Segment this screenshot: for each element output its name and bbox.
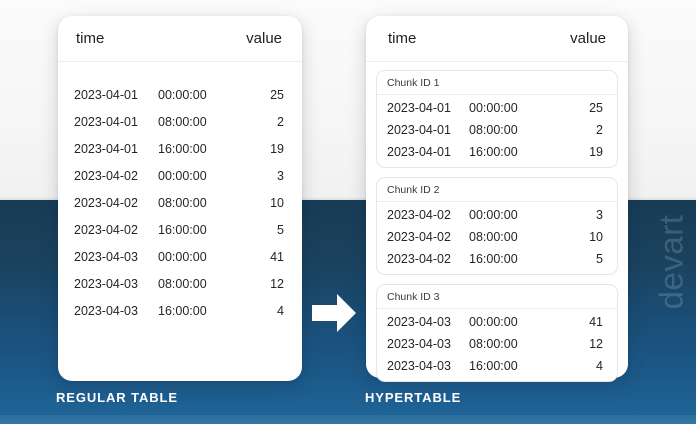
background-footer-strip <box>0 415 696 424</box>
cell-value: 2 <box>277 114 284 129</box>
table-row: 2023-04-03 00:00:00 41 <box>58 243 302 270</box>
cell-value: 5 <box>596 252 603 266</box>
cell-time: 08:00:00 <box>158 195 207 210</box>
cell-value: 10 <box>589 230 603 244</box>
cell-value: 4 <box>277 303 284 318</box>
cell-date: 2023-04-03 <box>74 276 138 291</box>
table-row: 2023-04-02 08:00:00 10 <box>58 189 302 216</box>
cell-value: 25 <box>270 87 284 102</box>
cell-time: 16:00:00 <box>158 222 207 237</box>
cell-time: 00:00:00 <box>158 87 207 102</box>
hypertable-card: time value Chunk ID 1 2023-04-01 00:00:00 2… <box>366 16 628 382</box>
table-row: 2023-04-01 08:00:00 2 <box>58 108 302 135</box>
column-header-time: time <box>388 30 417 47</box>
cell-date: 2023-04-02 <box>74 168 138 183</box>
table-row: 2023-04-03 16:00:00 4 <box>58 297 302 324</box>
chunk-label: Chunk ID 1 <box>377 71 617 95</box>
table-row: 2023-04-02 00:00:00 3 <box>58 162 302 189</box>
table-row: 2023-04-01 16:00:00 19 <box>58 135 302 162</box>
cell-value: 10 <box>270 195 284 210</box>
chunk-rows: 2023-04-03 00:00:00 41 2023-04-03 08:00:00 12… <box>377 309 617 381</box>
chunk-box: Chunk ID 3 2023-04-03 00:00:00 41 2023-04-03… <box>376 284 618 382</box>
chunk-label: Chunk ID 2 <box>377 178 617 202</box>
table-row: 2023-04-03 16:00:00 4 <box>377 355 617 377</box>
table-row: 2023-04-03 00:00:00 41 <box>377 311 617 333</box>
cell-time: 16:00:00 <box>469 252 518 266</box>
chunk-box: Chunk ID 1 2023-04-01 00:00:00 25 2023-04-01… <box>376 70 618 168</box>
cell-value: 41 <box>589 315 603 329</box>
arrow-right-icon <box>312 292 356 334</box>
cell-time: 08:00:00 <box>469 123 518 137</box>
devart-watermark: devart <box>652 214 690 310</box>
cell-date: 2023-04-01 <box>74 141 138 156</box>
table-row: 2023-04-02 08:00:00 10 <box>377 226 617 248</box>
cell-time: 00:00:00 <box>469 101 518 115</box>
caption-regular-table: REGULAR TABLE <box>56 390 178 405</box>
table-row: 2023-04-03 08:00:00 12 <box>58 270 302 297</box>
chunk-rows: 2023-04-02 00:00:00 3 2023-04-02 08:00:00 10 2… <box>377 202 617 274</box>
cell-date: 2023-04-01 <box>74 87 138 102</box>
chunk-box: Chunk ID 2 2023-04-02 00:00:00 3 2023-04-02 0… <box>376 177 618 275</box>
regular-table-body: 2023-04-01 00:00:00 25 2023-04-01 08:00:00 2 2… <box>58 62 302 324</box>
cell-time: 00:00:00 <box>469 315 518 329</box>
cell-date: 2023-04-01 <box>74 114 138 129</box>
cell-date: 2023-04-02 <box>387 208 451 222</box>
cell-time: 16:00:00 <box>469 359 518 373</box>
cell-date: 2023-04-03 <box>74 249 138 264</box>
cell-time: 08:00:00 <box>469 230 518 244</box>
cell-value: 19 <box>589 145 603 159</box>
cell-value: 12 <box>270 276 284 291</box>
column-header-value: value <box>570 30 606 47</box>
cell-date: 2023-04-02 <box>387 252 451 266</box>
chunk-label: Chunk ID 3 <box>377 285 617 309</box>
cell-time: 00:00:00 <box>158 249 207 264</box>
table-row: 2023-04-01 08:00:00 2 <box>377 119 617 141</box>
cell-date: 2023-04-03 <box>387 337 451 351</box>
table-row: 2023-04-02 16:00:00 5 <box>377 248 617 270</box>
cell-time: 08:00:00 <box>158 276 207 291</box>
cell-time: 08:00:00 <box>158 114 207 129</box>
chunk-rows: 2023-04-01 00:00:00 25 2023-04-01 08:00:00 2 2… <box>377 95 617 167</box>
table-row: 2023-04-01 00:00:00 25 <box>58 81 302 108</box>
cell-value: 5 <box>277 222 284 237</box>
cell-time: 16:00:00 <box>469 145 518 159</box>
cell-time: 08:00:00 <box>469 337 518 351</box>
cell-value: 41 <box>270 249 284 264</box>
cell-value: 3 <box>277 168 284 183</box>
cell-value: 4 <box>596 359 603 373</box>
cell-date: 2023-04-02 <box>74 222 138 237</box>
table-row: 2023-04-03 08:00:00 12 <box>377 333 617 355</box>
cell-date: 2023-04-03 <box>387 315 451 329</box>
cell-date: 2023-04-02 <box>387 230 451 244</box>
regular-table-header: time value <box>58 16 302 62</box>
regular-table-card: time value 2023-04-01 00:00:00 25 2023-04-0… <box>58 16 302 381</box>
cell-date: 2023-04-01 <box>387 123 451 137</box>
hypertable-header: time value <box>366 16 628 62</box>
cell-value: 3 <box>596 208 603 222</box>
table-row: 2023-04-02 00:00:00 3 <box>377 204 617 226</box>
table-row: 2023-04-01 16:00:00 19 <box>377 141 617 163</box>
cell-value: 2 <box>596 123 603 137</box>
cell-date: 2023-04-03 <box>387 359 451 373</box>
column-header-time: time <box>76 30 105 47</box>
hypertable-chunk-list: Chunk ID 1 2023-04-01 00:00:00 25 2023-04-01… <box>366 62 628 392</box>
cell-value: 19 <box>270 141 284 156</box>
cell-date: 2023-04-02 <box>74 195 138 210</box>
caption-hypertable: HYPERTABLE <box>365 390 462 405</box>
cell-time: 16:00:00 <box>158 303 207 318</box>
cell-time: 00:00:00 <box>469 208 518 222</box>
cell-date: 2023-04-01 <box>387 145 451 159</box>
cell-date: 2023-04-03 <box>74 303 138 318</box>
table-row: 2023-04-02 16:00:00 5 <box>58 216 302 243</box>
cell-time: 16:00:00 <box>158 141 207 156</box>
cell-value: 25 <box>589 101 603 115</box>
table-row: 2023-04-01 00:00:00 25 <box>377 97 617 119</box>
cell-date: 2023-04-01 <box>387 101 451 115</box>
cell-time: 00:00:00 <box>158 168 207 183</box>
column-header-value: value <box>246 30 282 47</box>
cell-value: 12 <box>589 337 603 351</box>
